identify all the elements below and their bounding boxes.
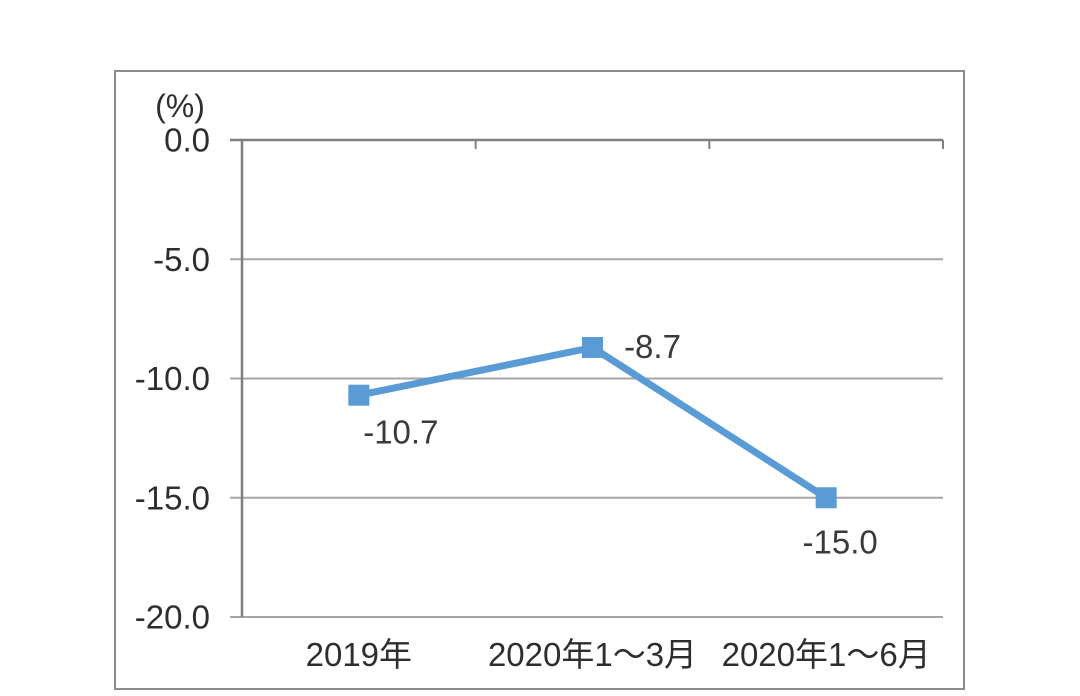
y-tick-label: -15.0 [134, 479, 209, 516]
chart-frame: 0.0 -5.0 -10.0 -15.0 -20.0 -10.7 -8.7 -15.0 2019… [114, 70, 965, 690]
y-tick-label: -10.0 [134, 360, 209, 397]
x-category-label: 2020年1～6月 [721, 636, 930, 673]
data-point-marker [581, 336, 603, 358]
data-point-marker [815, 486, 837, 508]
data-label: -15.0 [802, 523, 877, 560]
y-tick-label: -20.0 [134, 598, 209, 635]
line-chart: 0.0 -5.0 -10.0 -15.0 -20.0 -10.7 -8.7 -15.0 2019… [134, 88, 944, 673]
x-category-label: 2020年1～3月 [487, 636, 696, 673]
y-tick-label: 0.0 [164, 121, 210, 158]
y-tick-label: -5.0 [153, 240, 210, 277]
data-label: -10.7 [363, 413, 438, 450]
y-axis-unit-label: (%) [155, 88, 205, 124]
x-category-label: 2019年 [305, 636, 411, 673]
data-label: -8.7 [624, 327, 681, 364]
data-point-marker [347, 384, 369, 406]
